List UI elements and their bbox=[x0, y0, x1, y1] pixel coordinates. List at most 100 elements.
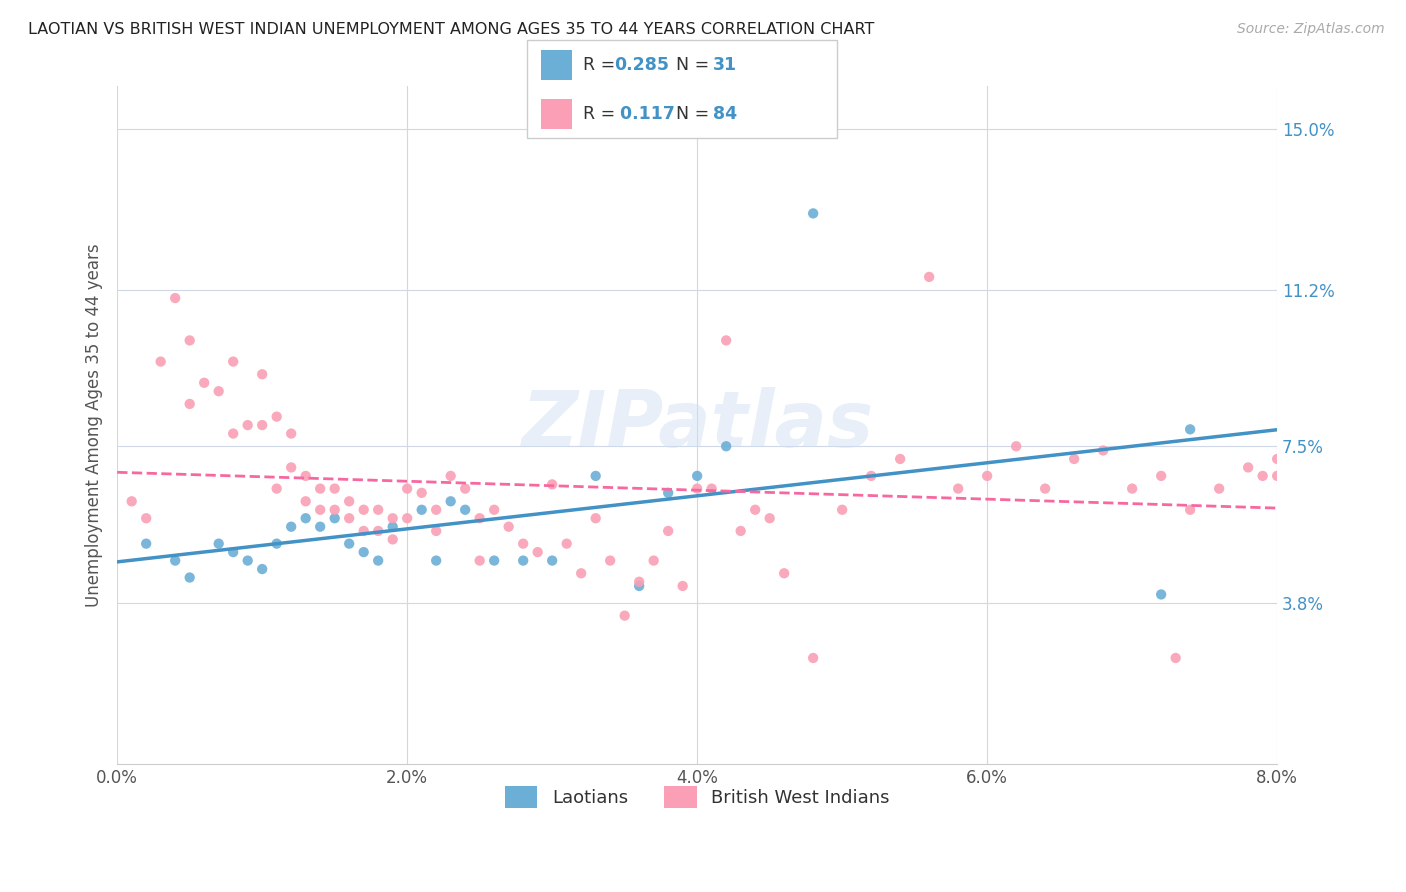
Point bbox=[1150, 587, 1173, 601]
Point bbox=[440, 494, 463, 508]
Point bbox=[1251, 469, 1274, 483]
Point bbox=[686, 482, 709, 496]
Point bbox=[266, 536, 288, 550]
Point bbox=[512, 536, 534, 550]
Point bbox=[381, 511, 404, 525]
Point bbox=[714, 439, 737, 453]
Point bbox=[208, 384, 231, 399]
Point bbox=[149, 354, 172, 368]
Point bbox=[526, 545, 548, 559]
Point bbox=[396, 511, 419, 525]
Point bbox=[1265, 469, 1288, 483]
Point bbox=[222, 426, 245, 441]
Point bbox=[482, 502, 505, 516]
Point bbox=[280, 426, 302, 441]
Point bbox=[309, 519, 332, 533]
Point bbox=[454, 482, 477, 496]
Point bbox=[396, 482, 419, 496]
Point bbox=[294, 494, 316, 508]
Point bbox=[482, 553, 505, 567]
Point bbox=[323, 511, 346, 525]
Point bbox=[323, 482, 346, 496]
Point bbox=[512, 553, 534, 567]
Text: 0.117: 0.117 bbox=[614, 104, 675, 123]
Point bbox=[889, 452, 911, 467]
Point bbox=[280, 460, 302, 475]
Point bbox=[367, 553, 389, 567]
Point bbox=[758, 511, 780, 525]
Point bbox=[250, 562, 273, 576]
Point bbox=[425, 524, 447, 538]
Text: Source: ZipAtlas.com: Source: ZipAtlas.com bbox=[1237, 22, 1385, 37]
Point bbox=[918, 269, 941, 284]
Point bbox=[280, 519, 302, 533]
Point bbox=[555, 536, 578, 550]
Point bbox=[411, 486, 433, 500]
Point bbox=[1178, 502, 1201, 516]
Point bbox=[1237, 460, 1260, 475]
Point bbox=[585, 469, 607, 483]
Point bbox=[1121, 482, 1143, 496]
Point bbox=[294, 469, 316, 483]
Point bbox=[714, 334, 737, 348]
Text: R =: R = bbox=[583, 55, 621, 74]
Point bbox=[831, 502, 853, 516]
Point bbox=[1063, 452, 1085, 467]
Point bbox=[1033, 482, 1056, 496]
Point bbox=[179, 334, 201, 348]
Point bbox=[337, 494, 360, 508]
Point bbox=[498, 519, 520, 533]
Point bbox=[337, 511, 360, 525]
Point bbox=[860, 469, 883, 483]
Point bbox=[425, 502, 447, 516]
Point bbox=[801, 206, 824, 220]
Point bbox=[744, 502, 766, 516]
Point bbox=[411, 502, 433, 516]
Point bbox=[250, 418, 273, 433]
Point bbox=[628, 574, 651, 589]
Point bbox=[381, 519, 404, 533]
Point bbox=[454, 502, 477, 516]
Point bbox=[730, 524, 752, 538]
Text: N =: N = bbox=[665, 55, 714, 74]
Text: N =: N = bbox=[665, 104, 714, 123]
Point bbox=[309, 482, 332, 496]
Point bbox=[353, 502, 375, 516]
Text: 0.285: 0.285 bbox=[614, 55, 669, 74]
Point bbox=[773, 566, 796, 581]
Point bbox=[353, 545, 375, 559]
Point bbox=[337, 536, 360, 550]
Point bbox=[208, 536, 231, 550]
Point bbox=[381, 533, 404, 547]
Point bbox=[236, 418, 259, 433]
Point bbox=[1092, 443, 1115, 458]
Point bbox=[801, 651, 824, 665]
Point bbox=[323, 502, 346, 516]
Text: 84: 84 bbox=[713, 104, 737, 123]
Point bbox=[266, 482, 288, 496]
Point bbox=[1265, 452, 1288, 467]
Point bbox=[643, 553, 665, 567]
Point bbox=[1281, 452, 1303, 467]
Point bbox=[222, 545, 245, 559]
Point bbox=[613, 608, 636, 623]
Text: LAOTIAN VS BRITISH WEST INDIAN UNEMPLOYMENT AMONG AGES 35 TO 44 YEARS CORRELATIO: LAOTIAN VS BRITISH WEST INDIAN UNEMPLOYM… bbox=[28, 22, 875, 37]
Point bbox=[193, 376, 215, 390]
Point bbox=[468, 553, 491, 567]
Point bbox=[657, 524, 679, 538]
Text: 31: 31 bbox=[713, 55, 737, 74]
Point bbox=[628, 579, 651, 593]
Point bbox=[1178, 422, 1201, 436]
Point bbox=[946, 482, 969, 496]
Point bbox=[367, 502, 389, 516]
Point bbox=[976, 469, 998, 483]
Point bbox=[294, 511, 316, 525]
Point bbox=[1150, 469, 1173, 483]
Text: ZIPatlas: ZIPatlas bbox=[522, 387, 873, 463]
Point bbox=[425, 553, 447, 567]
Point bbox=[353, 524, 375, 538]
Point bbox=[700, 482, 723, 496]
Legend: Laotians, British West Indians: Laotians, British West Indians bbox=[491, 772, 904, 822]
Point bbox=[1309, 452, 1331, 467]
Point bbox=[135, 536, 157, 550]
